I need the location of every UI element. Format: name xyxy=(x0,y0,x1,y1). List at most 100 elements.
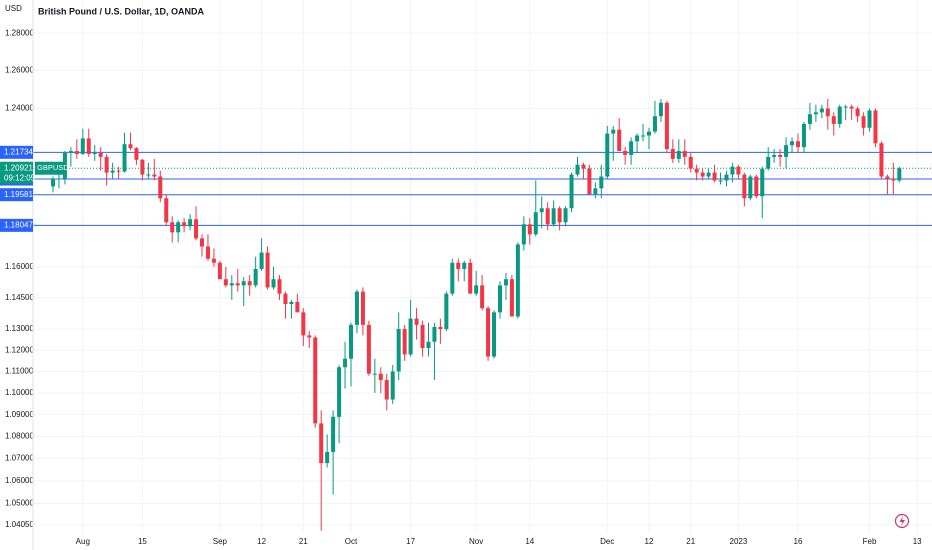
candle-body xyxy=(414,318,419,325)
candle-body xyxy=(849,106,854,109)
candle-body xyxy=(754,176,759,197)
candle-body xyxy=(652,116,657,132)
candle-body xyxy=(480,285,485,309)
y-tick-label: 1.13000 xyxy=(5,324,34,333)
x-tick-label: 12 xyxy=(645,537,654,546)
candle-body xyxy=(790,141,795,146)
candle-body xyxy=(211,258,216,263)
candle-body xyxy=(98,152,103,157)
y-tick-label: 1.10000 xyxy=(5,388,34,397)
candle-body xyxy=(778,154,783,157)
candle-body xyxy=(670,149,675,159)
candle-body xyxy=(349,324,353,359)
x-tick-label: Nov xyxy=(469,537,483,546)
candle-body xyxy=(134,148,139,160)
candle-body xyxy=(116,170,121,172)
candle-body xyxy=(635,135,640,142)
candle-body xyxy=(146,174,151,176)
candle-body xyxy=(706,172,711,177)
candle-body xyxy=(343,358,348,368)
candle-body xyxy=(825,108,830,117)
candle-body xyxy=(897,168,902,181)
candle-body xyxy=(772,154,777,157)
candle-body xyxy=(122,144,127,172)
candle-body xyxy=(456,262,461,269)
x-tick-label: 2023 xyxy=(730,537,748,546)
x-tick-label: 21 xyxy=(686,537,695,546)
candle-body xyxy=(861,116,866,128)
candle-body xyxy=(86,138,91,154)
candle-body xyxy=(200,238,204,247)
candle-body xyxy=(557,208,562,223)
candle-body xyxy=(313,337,318,424)
candle-body xyxy=(354,291,359,325)
candle-body xyxy=(194,219,199,239)
candle-body xyxy=(891,178,896,181)
candle-body xyxy=(253,268,258,286)
candle-body xyxy=(337,367,342,417)
candle-body xyxy=(819,108,824,113)
candle-body xyxy=(533,212,538,235)
candle-body xyxy=(521,224,526,245)
candle-body xyxy=(605,133,610,177)
y-tick-label: 1.14500 xyxy=(5,293,34,302)
candle-body xyxy=(366,324,371,374)
candle-body xyxy=(539,208,544,213)
candle-body xyxy=(152,174,157,177)
candle-body xyxy=(295,301,300,313)
chart-title: British Pound / U.S. Dollar, 1D, OANDA xyxy=(38,6,205,16)
candle-body xyxy=(664,102,669,150)
y-tick-label: 1.28000 xyxy=(5,28,34,37)
x-tick-label: Dec xyxy=(600,537,614,546)
candle-body xyxy=(80,138,85,154)
y-tick-label: 1.08000 xyxy=(5,432,34,441)
candle-body xyxy=(617,129,622,152)
candle-body xyxy=(390,371,395,400)
candle-body xyxy=(378,373,383,381)
y-tick-label: 1.12000 xyxy=(5,345,34,354)
candle-body xyxy=(283,293,288,305)
currency-label: USD xyxy=(5,4,22,13)
candle-body xyxy=(813,112,818,115)
candle-body xyxy=(682,151,687,157)
countdown: 09:12:05 xyxy=(4,173,36,182)
candle-body xyxy=(331,416,336,452)
candle-body xyxy=(784,145,789,157)
x-tick-label: Aug xyxy=(76,537,90,546)
level-label: 1.18047 xyxy=(4,220,33,229)
candle-body xyxy=(843,106,848,108)
candle-body xyxy=(223,279,228,286)
candle-body xyxy=(742,174,747,199)
y-tick-label: 1.09000 xyxy=(5,410,34,419)
candle-body xyxy=(444,293,449,330)
candle-body xyxy=(760,168,765,197)
candle-body xyxy=(766,156,771,169)
candle-body xyxy=(360,291,365,325)
candle-body xyxy=(718,180,723,182)
candle-body xyxy=(503,279,508,286)
candle-body xyxy=(462,262,467,269)
candle-body xyxy=(807,114,812,124)
candle-body xyxy=(593,188,598,195)
candle-body xyxy=(647,131,651,136)
x-tick-label: 13 xyxy=(913,537,922,546)
candle-body xyxy=(599,176,604,189)
candle-body xyxy=(426,341,431,349)
candle-body xyxy=(110,170,115,173)
candle-body xyxy=(527,224,532,235)
candle-body xyxy=(307,335,312,338)
candle-body xyxy=(498,285,502,313)
candle-body xyxy=(176,222,181,233)
candle-body xyxy=(164,198,169,223)
level-label-box xyxy=(0,218,33,232)
candle-body xyxy=(587,168,592,195)
candle-body xyxy=(801,123,806,148)
candle-body xyxy=(486,308,491,357)
candle-body xyxy=(855,108,860,117)
candle-body xyxy=(235,283,240,286)
candle-body xyxy=(569,174,574,209)
candle-body xyxy=(396,329,401,372)
candle-body xyxy=(885,176,890,179)
candle-body xyxy=(265,252,270,288)
